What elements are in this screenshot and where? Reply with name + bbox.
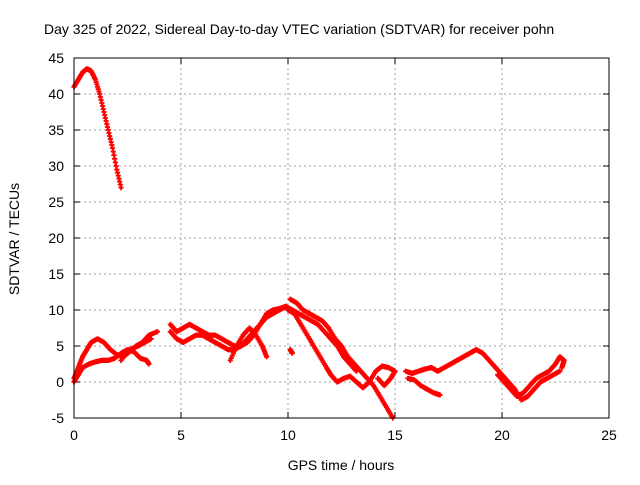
x-tick-label: 15: [387, 427, 403, 443]
y-axis-label: SDTVAR / TECUs: [6, 183, 22, 295]
x-tick-label: 10: [280, 427, 296, 443]
data-point: [375, 375, 381, 381]
series-arc-8: [287, 347, 295, 356]
plot-frame: [73, 57, 610, 419]
chart-title: Day 325 of 2022, Sidereal Day-to-day VTE…: [44, 21, 554, 37]
data-point: [559, 365, 565, 371]
data-point: [148, 336, 154, 342]
series-arc-9: [287, 296, 396, 421]
y-tick-label: 10: [48, 302, 64, 318]
series-arc-11: [403, 347, 563, 403]
x-tick-label: 5: [177, 427, 185, 443]
y-tick-label: 45: [48, 50, 64, 66]
data-point: [154, 329, 161, 335]
data-point: [118, 185, 124, 191]
x-tick-label: 0: [70, 427, 78, 443]
series-arc-4: [118, 336, 154, 363]
y-tick-label: 30: [48, 158, 64, 174]
y-tick-label: 35: [48, 122, 64, 138]
series-arc-10: [285, 307, 398, 391]
y-tick-label: 5: [56, 338, 64, 354]
x-tick-label: 20: [494, 427, 510, 443]
series-arc-6: [167, 303, 289, 353]
y-tick-label: 15: [48, 266, 64, 282]
data-point: [264, 354, 270, 360]
series-arc-7: [227, 325, 270, 363]
series-arc-13: [495, 354, 567, 399]
y-tick-label: 0: [56, 374, 64, 390]
series-arc-3: [71, 329, 161, 381]
data-point: [146, 361, 152, 367]
grid: [74, 58, 609, 418]
x-axis-label: GPS time / hours: [288, 457, 395, 473]
data-point: [283, 303, 289, 309]
series-arc-1: [71, 66, 124, 191]
series-arc-5: [167, 303, 360, 374]
data-point: [557, 368, 563, 374]
series-arc-12: [405, 375, 443, 398]
data-point: [289, 350, 295, 356]
y-tick-label: 25: [48, 194, 64, 210]
y-tick-label: 40: [48, 86, 64, 102]
y-tick-label: 20: [48, 230, 64, 246]
data-point: [437, 392, 443, 398]
y-tick-label: -5: [52, 410, 65, 426]
x-tick-label: 25: [601, 427, 617, 443]
data-points: [71, 66, 567, 421]
